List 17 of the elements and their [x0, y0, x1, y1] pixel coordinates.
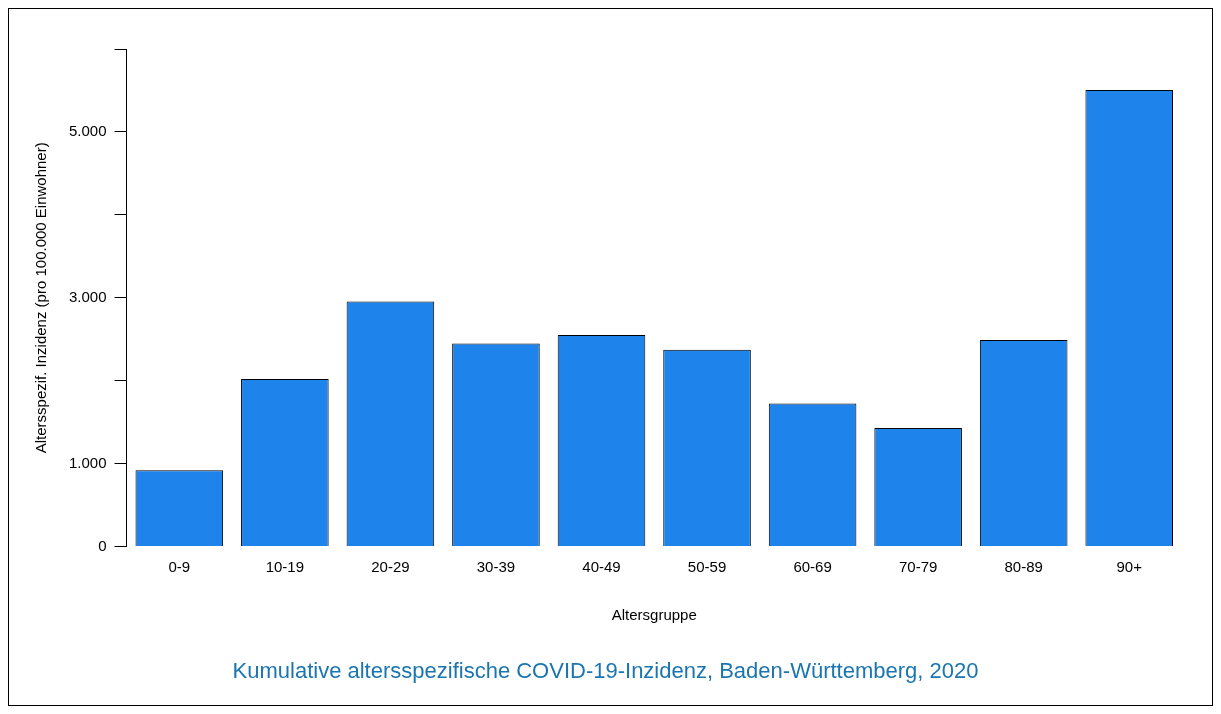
y-tick-label: 0: [98, 536, 107, 554]
text: Kumulative altersspezifische COVID-19-Inzidenz, Baden-Württemberg, 2020: [232, 657, 979, 683]
x-tick-label: 80-89: [1004, 557, 1043, 575]
x-axis-title: Altersgruppe: [611, 605, 697, 623]
x-tick-label: 30-39: [476, 557, 516, 575]
x-tick-label: 70-79: [898, 557, 938, 575]
y-tick-label: 3.000: [68, 287, 107, 305]
x-tick-label: 20-29: [371, 557, 410, 575]
y-tick-label: 1.000: [68, 453, 107, 471]
x-tick-label: 50-59: [687, 557, 727, 575]
x-tick-label: 10-19: [265, 557, 305, 575]
y-axis-title: Altersspezif. Inzidenz (pro 100.000 Einwohner): [32, 142, 50, 454]
x-tick-label: 90+: [1116, 557, 1143, 575]
x-tick-label: 40-49: [582, 557, 621, 575]
y-tick-label: 5.000: [68, 122, 107, 140]
x-tick-label: 0-9: [168, 557, 191, 575]
x-tick-label: 60-69: [793, 557, 832, 575]
